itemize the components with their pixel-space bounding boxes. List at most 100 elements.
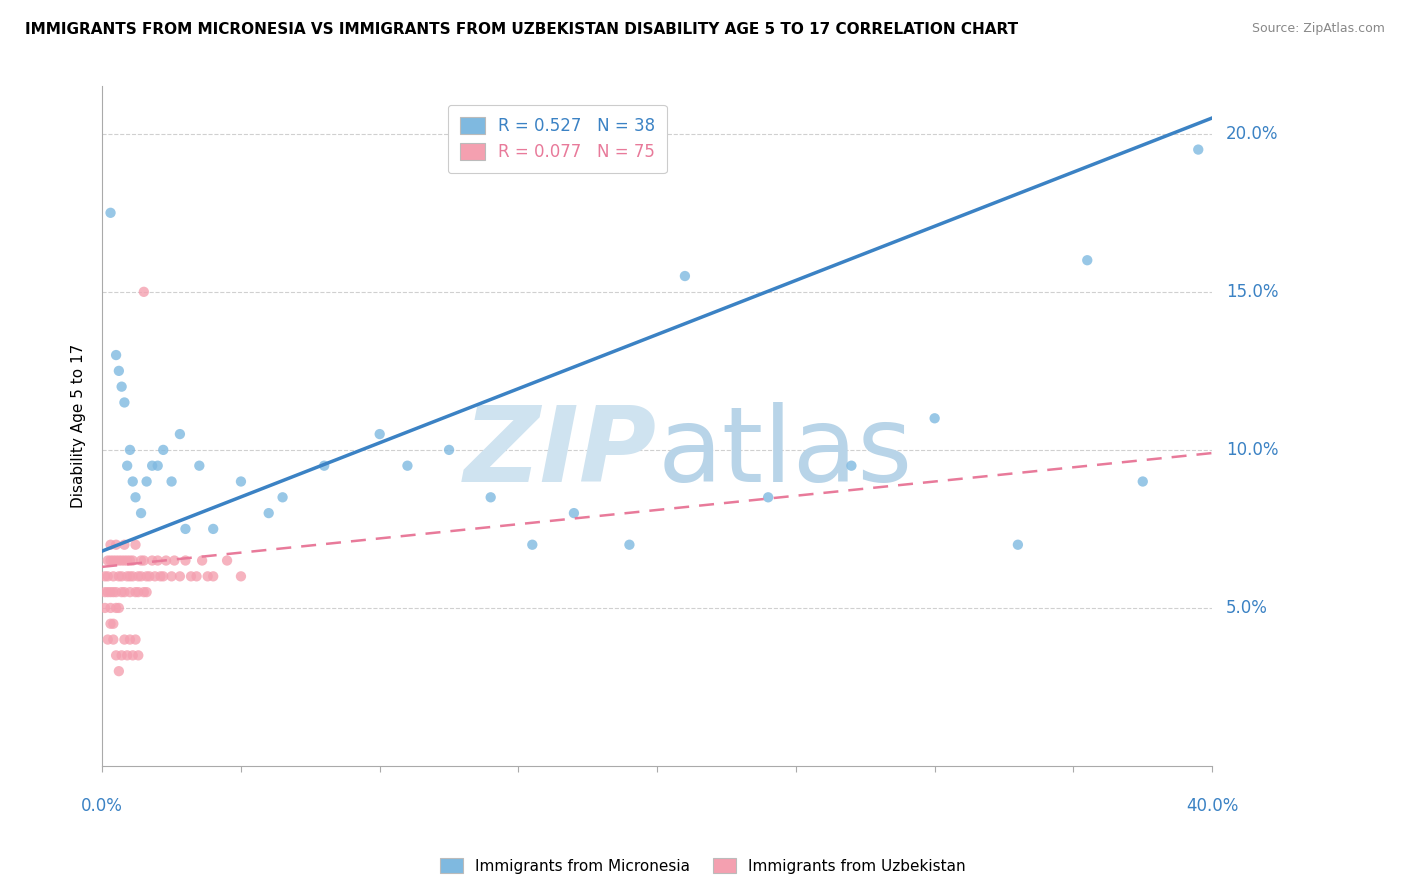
Point [396, 458, 419, 473]
Point [105, 585, 128, 599]
Point [152, 442, 174, 457]
Point [112, 538, 135, 552]
Point [124, 585, 146, 599]
Point [160, 475, 183, 489]
Point [756, 491, 779, 505]
Point [100, 585, 122, 599]
Point [174, 522, 197, 536]
Point [135, 569, 157, 583]
Point [146, 458, 169, 473]
Point [127, 585, 149, 599]
Point [121, 569, 143, 583]
Point [111, 553, 134, 567]
Point [135, 585, 157, 599]
Point [105, 648, 128, 663]
Point [202, 569, 225, 583]
Point [115, 553, 138, 567]
Point [160, 569, 183, 583]
Point [229, 475, 252, 489]
Point [127, 569, 149, 583]
Point [111, 379, 134, 393]
Point [1076, 253, 1098, 268]
Point [124, 491, 146, 505]
Point [271, 491, 294, 505]
Point [841, 458, 863, 473]
Point [141, 458, 163, 473]
Point [103, 569, 125, 583]
Point [112, 553, 135, 567]
Text: 0.0%: 0.0% [82, 797, 124, 814]
Point [111, 585, 134, 599]
Point [118, 553, 141, 567]
Legend: Immigrants from Micronesia, Immigrants from Uzbekistan: Immigrants from Micronesia, Immigrants f… [434, 852, 972, 880]
Point [124, 538, 146, 552]
Point [132, 585, 155, 599]
Point [673, 268, 696, 283]
Point [562, 506, 585, 520]
Point [149, 569, 172, 583]
Point [103, 632, 125, 647]
Point [121, 475, 143, 489]
Point [368, 427, 391, 442]
Point [155, 553, 177, 567]
Point [103, 553, 125, 567]
Text: 15.0%: 15.0% [1226, 283, 1278, 301]
Point [111, 569, 134, 583]
Point [108, 601, 131, 615]
Point [229, 569, 252, 583]
Point [129, 553, 152, 567]
Point [118, 585, 141, 599]
Point [103, 616, 125, 631]
Point [202, 522, 225, 536]
Point [105, 348, 128, 362]
Point [188, 458, 211, 473]
Point [97, 569, 120, 583]
Point [127, 648, 149, 663]
Point [115, 569, 138, 583]
Point [97, 585, 120, 599]
Point [174, 553, 197, 567]
Point [108, 553, 131, 567]
Point [186, 569, 208, 583]
Point [197, 569, 219, 583]
Point [169, 569, 191, 583]
Point [115, 648, 138, 663]
Point [132, 553, 155, 567]
Point [108, 569, 131, 583]
Point [619, 538, 641, 552]
Point [103, 585, 125, 599]
Point [191, 553, 214, 567]
Point [100, 538, 122, 552]
Text: Source: ZipAtlas.com: Source: ZipAtlas.com [1251, 22, 1385, 36]
Legend: R = 0.527   N = 38, R = 0.077   N = 75: R = 0.527 N = 38, R = 0.077 N = 75 [449, 105, 666, 173]
Text: ZIP: ZIP [464, 402, 657, 504]
Point [180, 569, 202, 583]
Point [163, 553, 186, 567]
Point [146, 553, 169, 567]
Point [1187, 143, 1209, 157]
Point [111, 648, 134, 663]
Point [1132, 475, 1154, 489]
Point [118, 569, 141, 583]
Point [105, 538, 128, 552]
Point [169, 427, 191, 442]
Point [314, 458, 336, 473]
Point [108, 364, 131, 378]
Text: 40.0%: 40.0% [1185, 797, 1239, 814]
Point [100, 616, 122, 631]
Text: 10.0%: 10.0% [1226, 441, 1278, 458]
Text: 5.0%: 5.0% [1226, 599, 1268, 617]
Point [100, 206, 122, 220]
Point [152, 569, 174, 583]
Point [924, 411, 946, 425]
Point [100, 553, 122, 567]
Point [1007, 538, 1029, 552]
Point [112, 632, 135, 647]
Point [94, 569, 117, 583]
Point [100, 601, 122, 615]
Y-axis label: Disability Age 5 to 17: Disability Age 5 to 17 [72, 344, 86, 508]
Point [105, 553, 128, 567]
Point [129, 506, 152, 520]
Text: atlas: atlas [657, 402, 912, 504]
Point [522, 538, 544, 552]
